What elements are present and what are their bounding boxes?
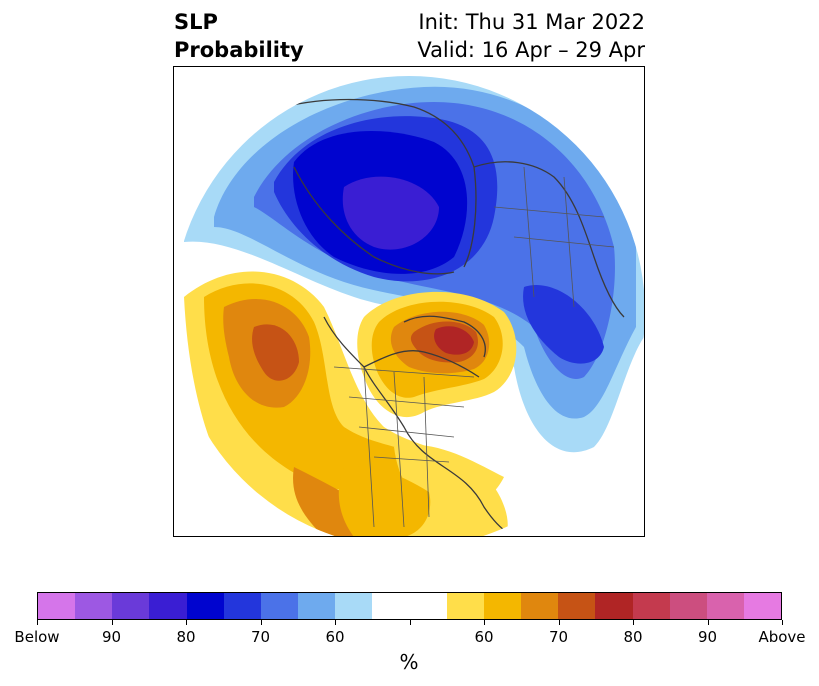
political-borders bbox=[333, 166, 615, 528]
coastlines bbox=[283, 98, 625, 536]
colorbar-tick bbox=[484, 620, 485, 625]
colorbar-cell bbox=[669, 593, 707, 619]
colorbar-tick-label: 60 bbox=[325, 628, 345, 646]
colorbar-cell bbox=[595, 593, 633, 619]
colorbar-tick bbox=[707, 620, 709, 625]
colorbar-cell bbox=[558, 593, 596, 619]
colorbar-tick-label: 70 bbox=[548, 628, 569, 646]
colorbar-cell bbox=[446, 593, 484, 619]
colorbar bbox=[37, 592, 782, 620]
colorbar-tick-label: 60 bbox=[474, 628, 494, 646]
colorbar-cell bbox=[38, 593, 76, 619]
title-variable: SLP bbox=[174, 10, 218, 34]
colorbar-tick bbox=[335, 620, 336, 625]
init-date: Init: Thu 31 Mar 2022 bbox=[418, 10, 645, 34]
colorbar-cell bbox=[260, 593, 299, 619]
map-title: SLP Probability bbox=[174, 8, 304, 64]
colorbar-cell bbox=[223, 593, 261, 619]
colorbar-tick bbox=[37, 620, 38, 625]
colorbar-cell bbox=[521, 593, 559, 619]
colorbar-tick-label: Below bbox=[14, 628, 60, 646]
map-canvas bbox=[184, 76, 644, 536]
colorbar-cell bbox=[75, 593, 113, 619]
forecast-dates: Init: Thu 31 Mar 2022 Valid: 16 Apr – 29… bbox=[417, 8, 645, 64]
colorbar-cell bbox=[372, 593, 410, 619]
colorbar-cell bbox=[632, 593, 670, 619]
colorbar-tick-label: 90 bbox=[101, 628, 122, 646]
title-metric: Probability bbox=[174, 38, 304, 62]
colorbar-cell bbox=[149, 593, 187, 619]
colorbar-tick bbox=[782, 620, 783, 625]
colorbar-tick bbox=[409, 620, 411, 625]
valid-range: Valid: 16 Apr – 29 Apr bbox=[417, 38, 645, 62]
colorbar-tick bbox=[633, 620, 634, 625]
colorbar-cell bbox=[483, 593, 522, 619]
colorbar-cell bbox=[335, 593, 373, 619]
colorbar-tick-label: 90 bbox=[697, 628, 718, 646]
colorbar-cell bbox=[112, 593, 150, 619]
colorbar-tick bbox=[558, 620, 560, 625]
probability-map bbox=[173, 66, 645, 537]
colorbar-cell bbox=[743, 593, 782, 619]
colorbar-tick-label: 80 bbox=[623, 628, 643, 646]
colorbar-tick-label: 80 bbox=[176, 628, 196, 646]
colorbar-tick bbox=[186, 620, 187, 625]
colorbar-cell bbox=[409, 593, 447, 619]
colorbar-tick bbox=[260, 620, 262, 625]
colorbar-tick-label: 70 bbox=[250, 628, 271, 646]
colorbar-cell bbox=[186, 593, 224, 619]
colorbar-ticks bbox=[37, 620, 783, 628]
colorbar-cell bbox=[706, 593, 744, 619]
colorbar-units: % bbox=[399, 650, 419, 674]
colorbar-tick-label: Above bbox=[758, 628, 806, 646]
colorbar-cell bbox=[298, 593, 336, 619]
colorbar-tick bbox=[111, 620, 113, 625]
